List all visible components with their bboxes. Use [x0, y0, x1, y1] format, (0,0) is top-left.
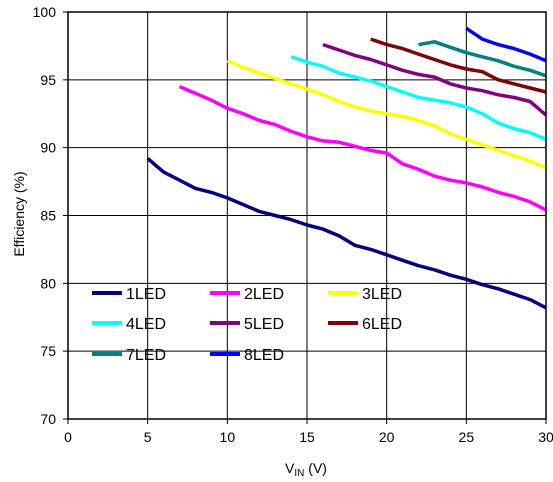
series-lines: [146, 26, 548, 310]
legend-item-1led: 1LED: [92, 286, 166, 303]
grid-lines: [68, 12, 546, 419]
y-tick-label: 85: [40, 208, 56, 224]
series-line-3led: [226, 59, 547, 170]
axis-ticks: 0 5 10 15 20 25 30 70 75 80 85 90 95 100: [33, 4, 553, 445]
x-tick-label: 20: [379, 429, 395, 445]
legend-item-5led: 5LED: [210, 316, 284, 333]
legend-item-4led: 4LED: [92, 316, 166, 333]
legend-item-7led: 7LED: [92, 347, 166, 364]
x-tick-label: 30: [538, 429, 553, 445]
y-tick-label: 70: [40, 411, 56, 427]
y-tick-label: 100: [33, 4, 57, 20]
x-tick-label: 5: [144, 429, 152, 445]
series-line-2led: [178, 84, 547, 212]
legend: 1LED 2LED 3LED 4LED 5LED 6LED 7LED 8LED: [92, 286, 402, 364]
y-tick-label: 80: [40, 275, 56, 291]
x-tick-label: 10: [220, 429, 236, 445]
x-tick-label: 25: [459, 429, 475, 445]
legend-item-8led: 8LED: [210, 347, 284, 364]
series-line-4led: [290, 55, 547, 142]
legend-label: 6LED: [362, 316, 402, 333]
y-axis-title: Efficiency (%): [11, 171, 27, 256]
legend-label: 3LED: [362, 286, 402, 303]
legend-label: 7LED: [126, 347, 166, 364]
x-axis-title-subscript: IN: [294, 468, 304, 479]
x-axis-title-main: V: [285, 460, 295, 476]
legend-label: 8LED: [244, 347, 284, 364]
x-axis-title-unit: (V): [304, 460, 327, 476]
y-tick-label: 90: [40, 140, 56, 156]
y-tick-label: 75: [40, 343, 56, 359]
series-line-7led: [418, 40, 547, 78]
series-line-8led: [465, 26, 547, 63]
legend-item-2led: 2LED: [210, 286, 284, 303]
legend-item-3led: 3LED: [328, 286, 402, 303]
series-line-1led: [146, 157, 547, 310]
legend-label: 1LED: [126, 286, 166, 303]
series-line-5led: [322, 42, 548, 117]
legend-label: 5LED: [244, 316, 284, 333]
series-line-6led: [370, 37, 547, 94]
y-tick-label: 95: [40, 72, 56, 88]
legend-label: 4LED: [126, 316, 166, 333]
x-tick-label: 0: [64, 429, 72, 445]
legend-item-6led: 6LED: [328, 316, 402, 333]
legend-label: 2LED: [244, 286, 284, 303]
x-tick-label: 15: [299, 429, 315, 445]
x-axis-title: VIN (V): [285, 460, 327, 479]
